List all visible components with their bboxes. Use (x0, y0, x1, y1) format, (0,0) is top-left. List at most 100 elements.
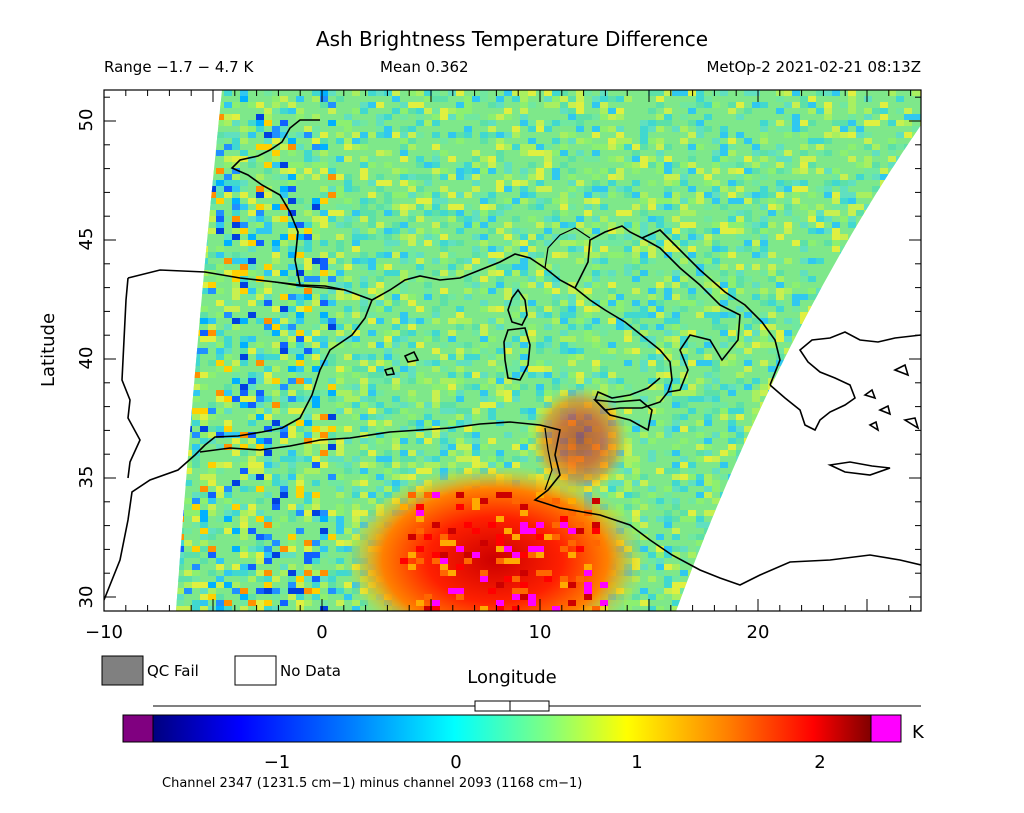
swath-pixel (208, 606, 216, 611)
swath-pixel (776, 282, 784, 288)
swath-pixel (720, 270, 728, 276)
swath-pixel (344, 186, 352, 192)
swath-pixel (408, 132, 416, 138)
swath-pixel (408, 342, 416, 348)
swath-pixel (400, 336, 408, 342)
hot-pixel (480, 540, 488, 546)
swath-pixel (672, 312, 680, 318)
swath-pixel (712, 366, 720, 372)
swath-pixel (328, 432, 336, 438)
swath-pixel (688, 408, 696, 414)
swath-pixel (448, 462, 456, 468)
no-data-swatch (234, 655, 277, 686)
swath-pixel (336, 558, 344, 564)
swath-pixel (528, 336, 536, 342)
swath-pixel (400, 468, 408, 474)
swath-pixel (528, 324, 536, 330)
swath-pixel (728, 408, 736, 414)
swath-pixel (528, 414, 536, 420)
hot-pixel (576, 528, 584, 534)
swath-pixel (752, 222, 760, 228)
swath-pixel (248, 132, 256, 138)
swath-pixel (384, 408, 392, 414)
swath-pixel (664, 552, 672, 558)
swath-pixel (200, 606, 208, 611)
swath-pixel (296, 570, 304, 576)
swath-pixel (656, 150, 664, 156)
swath-pixel (232, 288, 240, 294)
swath-pixel (456, 270, 464, 276)
swath-pixel (680, 126, 688, 132)
swath-pixel (208, 264, 216, 270)
swath-pixel (320, 450, 328, 456)
swath-pixel (640, 330, 648, 336)
swath-pixel (296, 114, 304, 120)
swath-pixel (712, 372, 720, 378)
swath-pixel (848, 210, 856, 216)
swath-pixel (336, 390, 344, 396)
swath-pixel (256, 486, 264, 492)
swath-pixel (784, 168, 792, 174)
swath-pixel (208, 324, 216, 330)
swath-pixel (232, 546, 240, 552)
swath-pixel (240, 288, 248, 294)
swath-pixel (384, 204, 392, 210)
swath-pixel (552, 282, 560, 288)
swath-pixel (376, 456, 384, 462)
swath-pixel (344, 498, 352, 504)
hot-pixel (408, 552, 416, 558)
swath-pixel (416, 174, 424, 180)
swath-pixel (680, 330, 688, 336)
swath-pixel (640, 156, 648, 162)
swath-pixel (232, 438, 240, 444)
swath-pixel (688, 132, 696, 138)
x-tick-labels: −10 0 10 20 (85, 622, 769, 643)
swath-pixel (520, 192, 528, 198)
swath-pixel (808, 138, 816, 144)
swath-pixel (304, 438, 312, 444)
hot-pixel (472, 552, 480, 558)
swath-pixel (400, 402, 408, 408)
swath-pixel (272, 384, 280, 390)
swath-pixel (376, 234, 384, 240)
swath-pixel (360, 366, 368, 372)
swath-pixel (328, 258, 336, 264)
swath-pixel (672, 216, 680, 222)
swath-pixel (680, 258, 688, 264)
swath-pixel (256, 348, 264, 354)
swath-pixel (704, 240, 712, 246)
swath-pixel (288, 588, 296, 594)
swath-pixel (232, 120, 240, 126)
swath-pixel (304, 270, 312, 276)
coast-france (230, 119, 320, 286)
swath-pixel (336, 222, 344, 228)
swath-pixel (336, 480, 344, 486)
swath-pixel (384, 456, 392, 462)
swath-pixel (672, 588, 680, 594)
swath-pixel (232, 582, 240, 588)
swath-pixel (424, 414, 432, 420)
swath-pixel (584, 204, 592, 210)
swath-pixel (592, 306, 600, 312)
swath-pixel (712, 102, 720, 108)
swath-pixel (488, 438, 496, 444)
swath-pixel (336, 282, 344, 288)
swath-pixel (200, 408, 208, 414)
swath-pixel (568, 204, 576, 210)
swath-pixel (248, 432, 256, 438)
swath-pixel (696, 516, 704, 522)
swath-pixel (256, 372, 264, 378)
swath-pixel (728, 138, 736, 144)
swath-pixel (384, 180, 392, 186)
swath-pixel (728, 198, 736, 204)
swath-pixel (544, 150, 552, 156)
swath-pixel (472, 252, 480, 258)
swath-pixel (224, 354, 232, 360)
swath-pixel (632, 204, 640, 210)
swath-pixel (784, 90, 792, 96)
swath-pixel (264, 516, 272, 522)
swath-pixel (304, 396, 312, 402)
hot-pixel (568, 552, 576, 558)
swath-pixel (568, 288, 576, 294)
swath-pixel (624, 360, 632, 366)
